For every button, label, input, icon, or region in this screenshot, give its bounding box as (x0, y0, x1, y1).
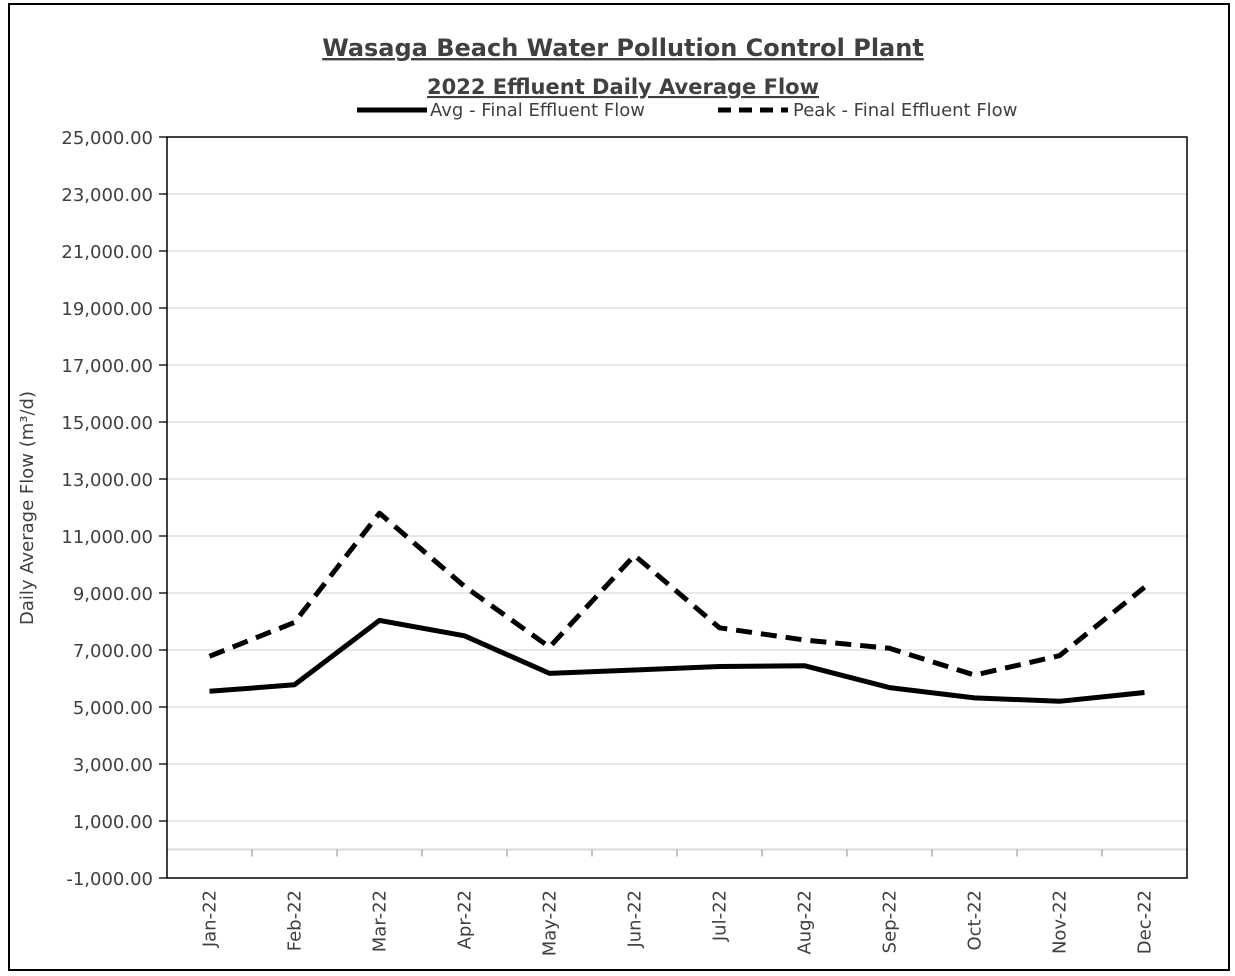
y-tick-label: 5,000.00 (73, 698, 153, 719)
y-axis-title: Daily Average Flow (m³/d) (17, 391, 38, 625)
y-tick-label: 13,000.00 (61, 470, 153, 491)
x-tick-label: Feb-22 (285, 890, 306, 951)
y-tick-label: 3,000.00 (73, 755, 153, 776)
plot-area (166, 136, 1188, 879)
y-tick-label: 1,000.00 (73, 812, 153, 833)
chart-border (8, 3, 1230, 971)
chart-legend: Avg - Final Effluent Flow Peak - Final E… (357, 100, 1017, 121)
y-tick-label: 11,000.00 (61, 527, 153, 548)
x-tick-label: Mar-22 (370, 890, 391, 952)
series-lines (208, 510, 1147, 704)
y-tick-label: 17,000.00 (61, 356, 153, 377)
y-tick-label: 7,000.00 (73, 641, 153, 662)
x-tick-label: Jun-22 (625, 890, 646, 949)
y-gridlines (167, 193, 1187, 822)
x-tick-label: Aug-22 (795, 890, 816, 955)
x-tick-label: Apr-22 (455, 890, 476, 949)
chart-title: Wasaga Beach Water Pollution Control Pla… (322, 34, 924, 62)
x-axis-ticks: Jan-22 Feb-22 Mar-22 Apr-22 May-22 Jun-22 Jul-… (167, 848, 1187, 956)
y-tick-label: 25,000.00 (61, 128, 153, 149)
x-tick-label: May-22 (540, 890, 561, 956)
y-tick-label: -1,000.00 (66, 869, 153, 890)
y-tick-label: 21,000.00 (61, 242, 153, 263)
x-tick-label: Dec-22 (1135, 890, 1156, 954)
legend-avg-label: Avg - Final Effluent Flow (430, 100, 645, 121)
x-tick-label: Sep-22 (880, 890, 901, 953)
x-tick-label: Nov-22 (1050, 890, 1071, 954)
x-tick-label: Oct-22 (965, 890, 986, 951)
y-tick-label: 19,000.00 (61, 299, 153, 320)
legend-peak-label: Peak - Final Effluent Flow (793, 100, 1017, 121)
peak-flow-line (208, 510, 1147, 678)
chart-subtitle: 2022 Effluent Daily Average Flow (427, 75, 819, 99)
avg-flow-line (209, 617, 1145, 704)
y-axis-ticks: -1,000.00 1,000.00 3,000.00 5,000.00 7,000.0… (61, 128, 167, 890)
y-tick-label: 9,000.00 (73, 584, 153, 605)
y-tick-label: 15,000.00 (61, 413, 153, 434)
x-tick-label: Jul-22 (710, 890, 731, 942)
x-tick-label: Jan-22 (200, 890, 221, 948)
y-tick-label: 23,000.00 (61, 185, 153, 206)
